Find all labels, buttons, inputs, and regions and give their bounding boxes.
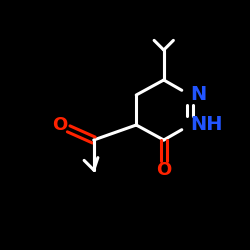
Text: O: O [52,116,68,134]
Text: O: O [156,161,172,179]
Text: NH: NH [190,116,222,134]
Text: N: N [190,86,206,104]
